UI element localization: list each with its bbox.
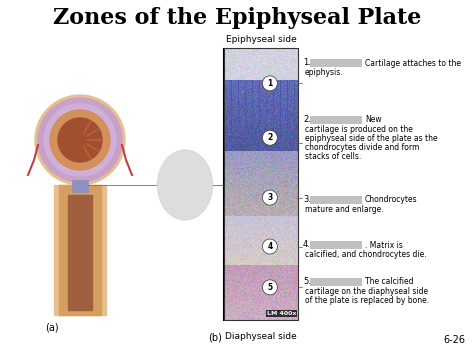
Circle shape <box>263 130 277 145</box>
Circle shape <box>263 190 277 205</box>
Text: Zones of the Epiphyseal Plate: Zones of the Epiphyseal Plate <box>53 7 421 29</box>
Text: cartilage on the diaphyseal side: cartilage on the diaphyseal side <box>305 287 428 296</box>
Text: 5.: 5. <box>303 277 311 286</box>
Text: New: New <box>365 115 382 125</box>
Text: The calcified: The calcified <box>365 278 413 286</box>
Text: Cartilage attaches to the: Cartilage attaches to the <box>365 59 461 67</box>
Bar <box>54 185 106 315</box>
Bar <box>59 185 101 315</box>
Text: chondrocytes divide and form: chondrocytes divide and form <box>305 143 419 152</box>
Text: 2: 2 <box>267 133 273 142</box>
Bar <box>310 59 362 67</box>
Text: epiphyseal side of the plate as the: epiphyseal side of the plate as the <box>305 134 438 143</box>
Text: cartilage is produced on the: cartilage is produced on the <box>305 125 413 134</box>
Text: Epiphyseal side: Epiphyseal side <box>226 35 296 44</box>
Ellipse shape <box>35 95 125 185</box>
Text: (a): (a) <box>45 323 59 333</box>
Text: stacks of cells.: stacks of cells. <box>305 152 361 161</box>
Bar <box>68 195 92 310</box>
Circle shape <box>263 76 277 91</box>
Text: Chondrocytes: Chondrocytes <box>365 196 418 204</box>
Text: . Matrix is: . Matrix is <box>365 240 403 250</box>
Text: calcified, and chondrocytes die.: calcified, and chondrocytes die. <box>305 250 427 259</box>
Circle shape <box>263 280 277 295</box>
Text: LM 400x: LM 400x <box>266 311 296 316</box>
Bar <box>310 278 362 286</box>
Text: 4.: 4. <box>303 240 311 249</box>
Text: Diaphyseal side: Diaphyseal side <box>225 332 297 341</box>
Text: (b): (b) <box>208 332 222 342</box>
Bar <box>310 196 362 204</box>
Text: 5: 5 <box>267 283 273 292</box>
Text: 6-26: 6-26 <box>443 335 465 345</box>
Circle shape <box>263 239 277 254</box>
Text: epiphysis.: epiphysis. <box>305 68 344 77</box>
Ellipse shape <box>44 104 116 176</box>
Bar <box>310 116 362 124</box>
Text: 3: 3 <box>267 193 273 202</box>
Ellipse shape <box>58 118 102 162</box>
Bar <box>224 48 298 320</box>
Text: 1: 1 <box>267 79 273 88</box>
Ellipse shape <box>50 110 110 170</box>
Bar <box>310 241 362 249</box>
Text: 2.: 2. <box>303 115 311 124</box>
Ellipse shape <box>157 150 212 220</box>
Text: 1.: 1. <box>303 58 311 67</box>
Text: 4: 4 <box>267 242 273 251</box>
Text: 3.: 3. <box>303 195 311 204</box>
Bar <box>72 180 88 192</box>
Text: mature and enlarge.: mature and enlarge. <box>305 205 383 214</box>
Ellipse shape <box>38 98 122 182</box>
Text: of the plate is replaced by bone.: of the plate is replaced by bone. <box>305 296 429 305</box>
